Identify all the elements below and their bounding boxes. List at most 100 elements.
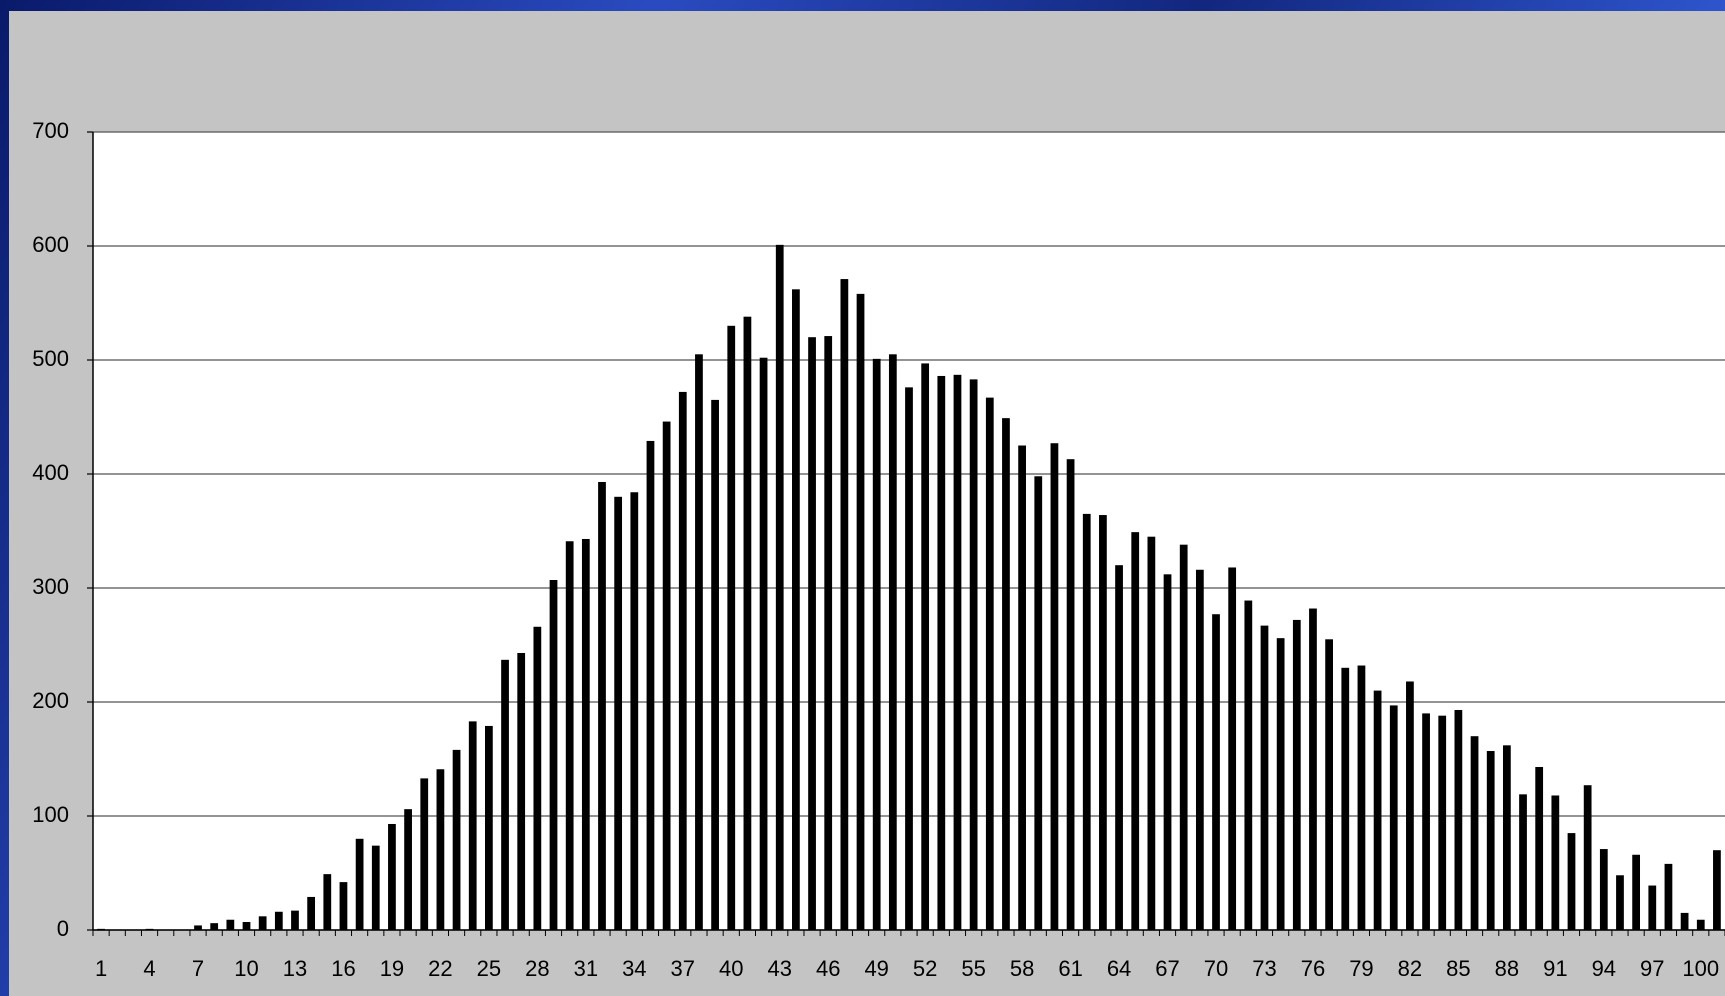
bar [792, 289, 800, 930]
x-tick-label: 31 [574, 956, 598, 981]
bar [1502, 745, 1511, 930]
bar [291, 910, 299, 930]
bar [258, 916, 267, 930]
x-tick-label: 73 [1252, 956, 1276, 981]
x-tick-label: 28 [525, 956, 549, 981]
bar [565, 541, 574, 930]
bar [1163, 574, 1172, 930]
bar [775, 244, 784, 931]
bar [274, 911, 283, 930]
y-tick-label: 100 [32, 802, 69, 827]
bar [808, 337, 816, 930]
x-tick-label: 82 [1398, 956, 1422, 981]
bar [226, 919, 235, 930]
x-tick-label: 22 [428, 956, 452, 981]
bar [1648, 885, 1657, 930]
bar [1664, 863, 1673, 930]
x-tick-label: 19 [380, 956, 404, 981]
x-tick-label: 79 [1349, 956, 1373, 981]
x-tick-label: 58 [1010, 956, 1034, 981]
bar [727, 325, 736, 930]
bar [1292, 619, 1301, 930]
y-tick-label: 700 [32, 118, 69, 143]
x-tick-label: 7 [192, 956, 204, 981]
y-tick-label: 0 [57, 916, 69, 941]
bar [1131, 532, 1140, 930]
x-tick-label: 10 [234, 956, 258, 981]
bar [242, 922, 251, 930]
bar [1486, 751, 1495, 930]
bar [1713, 850, 1721, 930]
bar [420, 778, 429, 930]
bar [888, 354, 897, 930]
bar [695, 354, 703, 930]
x-tick-label: 16 [331, 956, 355, 981]
bar [1535, 766, 1544, 930]
bar [1632, 854, 1641, 930]
y-tick-label: 600 [32, 232, 69, 257]
x-tick-label: 1 [95, 956, 107, 981]
bar [759, 357, 768, 931]
x-tick-label: 4 [143, 956, 155, 981]
bar [194, 925, 202, 930]
bar [1276, 638, 1285, 930]
bar [1260, 625, 1269, 930]
bar [1341, 667, 1350, 930]
x-tick-label: 49 [864, 956, 888, 981]
bar [1406, 681, 1414, 930]
bar [97, 928, 105, 930]
bar [662, 421, 671, 930]
x-tick-label: 13 [283, 956, 307, 981]
bar [921, 363, 930, 930]
x-tick-label: 55 [961, 956, 985, 981]
bar [1244, 600, 1253, 930]
x-tick-label: 97 [1640, 956, 1664, 981]
bar [452, 749, 461, 930]
bar [646, 440, 655, 930]
bar [1696, 919, 1705, 930]
bar [436, 769, 445, 930]
bar [872, 358, 881, 930]
bar [1018, 445, 1026, 930]
bar [1147, 536, 1156, 930]
bar [533, 626, 542, 930]
bar [404, 809, 412, 930]
x-tick-label: 52 [913, 956, 937, 981]
bar [1373, 690, 1382, 930]
bar [485, 725, 493, 930]
bar [1583, 785, 1592, 930]
y-tick-label: 300 [32, 574, 69, 599]
bar [371, 845, 380, 930]
bar [1454, 709, 1463, 930]
x-tick-label: 67 [1155, 956, 1179, 981]
x-tick-label: 85 [1446, 956, 1470, 981]
x-tick-label: 37 [671, 956, 695, 981]
bar [1082, 513, 1091, 930]
bar [1099, 515, 1107, 930]
bar [145, 928, 154, 930]
bar [678, 391, 687, 930]
bar [856, 293, 865, 930]
x-tick-label: 88 [1495, 956, 1519, 981]
bar [1309, 608, 1317, 930]
bar [1066, 459, 1075, 930]
x-tick-label: 94 [1592, 956, 1616, 981]
x-tick-label: 43 [767, 956, 791, 981]
bar [1551, 795, 1560, 930]
bar [1616, 875, 1624, 930]
bar [824, 336, 833, 930]
x-tick-label: 34 [622, 956, 646, 981]
x-tick-label: 40 [719, 956, 743, 981]
x-tick-label: 70 [1204, 956, 1228, 981]
bar [339, 882, 348, 930]
bar [1599, 849, 1608, 930]
bar [1519, 794, 1527, 930]
x-tick-label: 61 [1058, 956, 1082, 981]
bar [1680, 912, 1689, 930]
bar [840, 279, 849, 930]
bar [1567, 833, 1576, 930]
y-tick-label: 500 [32, 346, 69, 371]
bar [1389, 705, 1398, 930]
bar [1115, 565, 1123, 930]
